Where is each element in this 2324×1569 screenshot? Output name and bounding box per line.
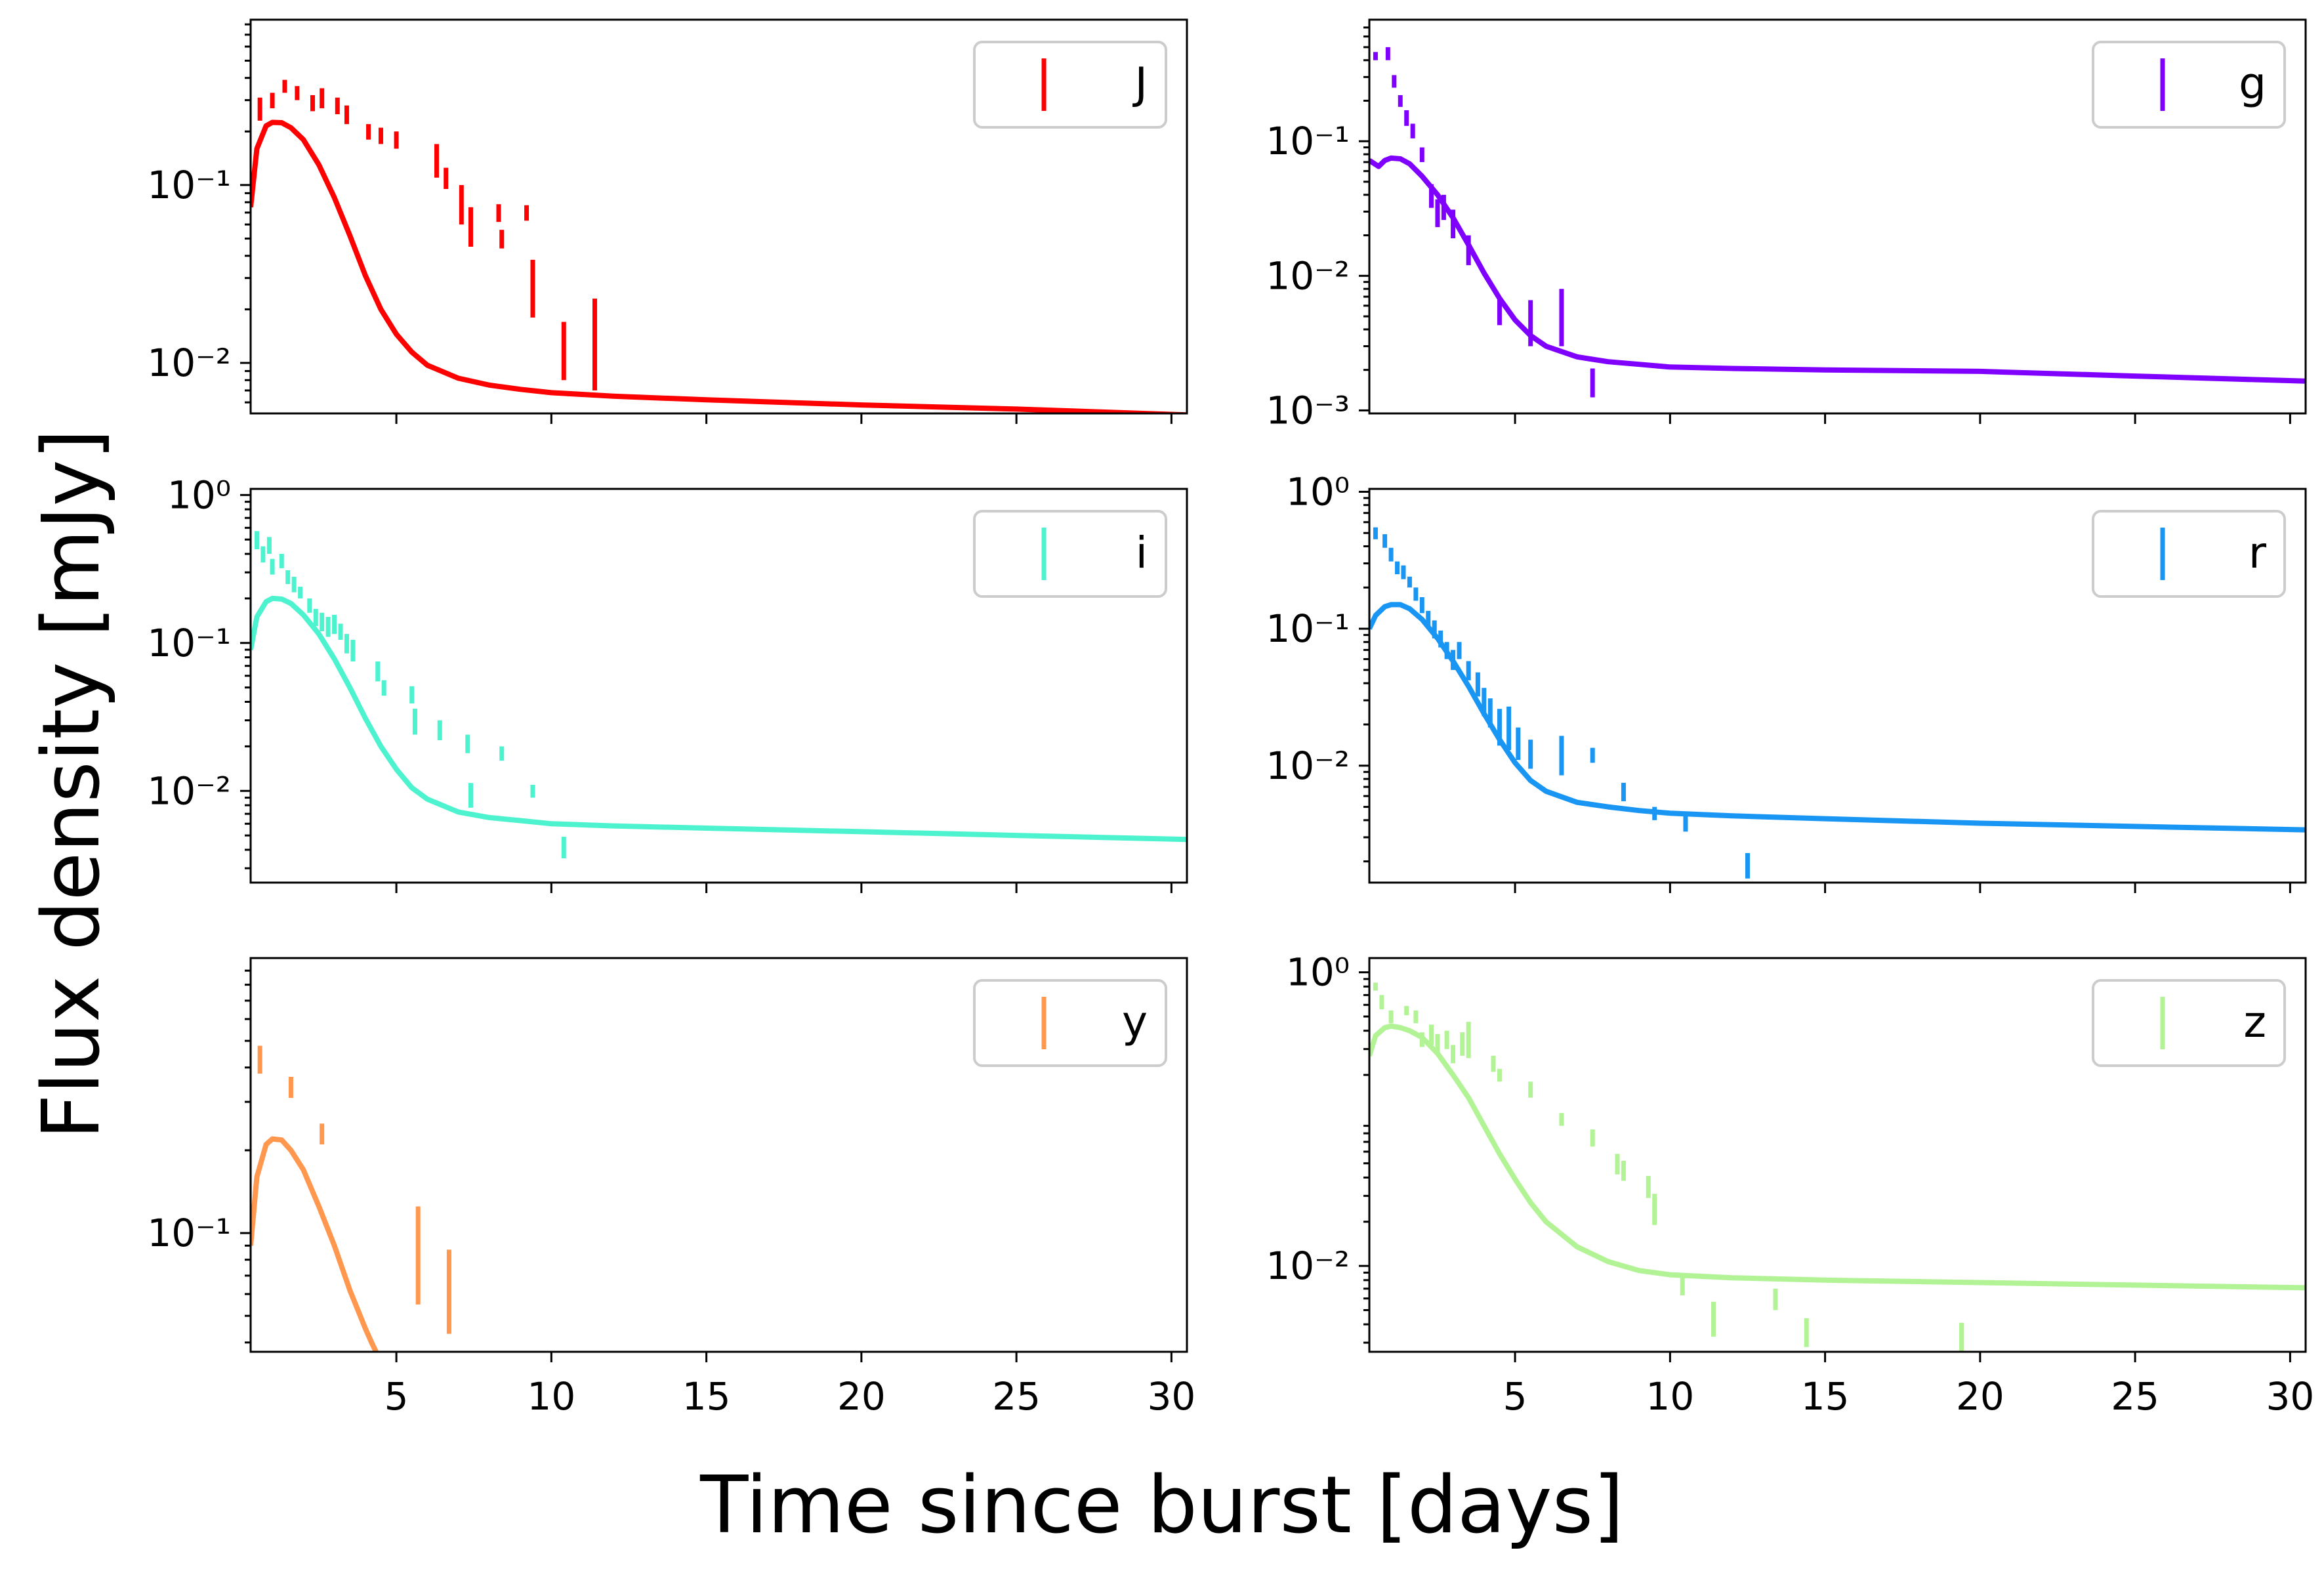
x-tick-label: 25 xyxy=(992,1374,1041,1419)
y-tick-label: 10⁻² xyxy=(147,768,231,813)
legend-label: z xyxy=(2243,997,2266,1047)
legend-i: i xyxy=(973,510,1167,598)
legend-r: r xyxy=(2092,510,2286,598)
axes-frame xyxy=(1368,957,2307,1353)
model-curve-i xyxy=(251,595,1187,843)
y-tick-label: 10⁰ xyxy=(1286,469,1350,514)
model-curve-z xyxy=(1369,1023,2306,1291)
legend-J: J xyxy=(973,41,1167,129)
y-tick-label: 10⁻² xyxy=(1266,253,1350,298)
x-tick-label: 5 xyxy=(1503,1374,1527,1419)
data-points-r xyxy=(1373,527,1750,879)
legend-z: z xyxy=(2092,979,2286,1067)
axes-frame xyxy=(249,488,1188,884)
x-tick-label: 10 xyxy=(527,1374,575,1419)
y-tick-label: 10⁻¹ xyxy=(1266,606,1350,651)
legend-box xyxy=(973,979,1167,1067)
legend-label: r xyxy=(2249,528,2267,578)
x-tick-label: 25 xyxy=(2111,1374,2159,1419)
axes-frame xyxy=(249,18,1188,415)
legend-box xyxy=(2092,41,2286,129)
x-tick-label: 15 xyxy=(682,1374,731,1419)
x-tick-label: 30 xyxy=(1147,1374,1195,1419)
panel-z: 10⁻² 10⁰ 5 10 15 20 25 30 z xyxy=(1266,950,2314,1419)
panel-i: 10⁻² 10⁻¹ 10⁰ i xyxy=(147,472,1188,893)
x-tick-label: 10 xyxy=(1646,1374,1694,1419)
y-tick-label: 10⁰ xyxy=(1286,950,1350,995)
y-tick-label: 10⁻¹ xyxy=(147,1211,231,1255)
legend-label: i xyxy=(1136,528,1148,578)
figure-xlabel: Time since burst [days] xyxy=(700,1460,1624,1551)
model-curve-J xyxy=(251,119,1187,413)
legend-label: g xyxy=(2239,58,2266,109)
panel-g: 10⁻³ 10⁻² 10⁻¹ g xyxy=(1266,18,2307,432)
x-tick-label: 20 xyxy=(837,1374,886,1419)
axes-frame xyxy=(1368,488,2307,884)
data-points-J xyxy=(257,79,597,391)
axes-frame xyxy=(1368,18,2307,415)
data-points-g xyxy=(1373,47,1595,398)
y-tick-label: 10⁻¹ xyxy=(1266,119,1350,163)
x-tick-label: 5 xyxy=(384,1374,409,1419)
legend-box xyxy=(2092,979,2286,1067)
y-tick-label: 10⁻¹ xyxy=(147,621,231,665)
legend-y: y xyxy=(973,979,1167,1067)
data-points-y xyxy=(257,1045,451,1334)
legend-box xyxy=(973,510,1167,598)
figure-ylabel: Flux density [mJy] xyxy=(26,429,117,1140)
axes-frame xyxy=(249,957,1188,1353)
model-curve-r xyxy=(1369,602,2306,833)
panel-r: 10⁻² 10⁻¹ 10⁰ r xyxy=(1266,469,2307,893)
legend-label: y xyxy=(1122,997,1148,1047)
y-tick-label: 10⁻³ xyxy=(1266,388,1350,432)
model-curve-y xyxy=(251,1136,379,1352)
legend-box xyxy=(2092,510,2286,598)
y-tick-label: 10⁻¹ xyxy=(147,163,231,207)
data-points-i xyxy=(254,531,566,859)
panel-J: 10⁻² 10⁻¹ J xyxy=(147,18,1188,424)
y-tick-label: 10⁻² xyxy=(147,341,231,385)
panel-y: 10⁻¹ 5 10 15 20 25 30 y xyxy=(147,957,1195,1419)
model-curve-g xyxy=(1369,155,2306,384)
y-tick-label: 10⁰ xyxy=(167,472,231,517)
y-tick-label: 10⁻² xyxy=(1266,1244,1350,1288)
y-tick-label: 10⁻² xyxy=(1266,743,1350,788)
legend-g: g xyxy=(2092,41,2286,129)
x-tick-label: 30 xyxy=(2266,1374,2314,1419)
x-tick-label: 20 xyxy=(1956,1374,2004,1419)
x-tick-label: 15 xyxy=(1801,1374,1850,1419)
legend-box xyxy=(973,41,1167,129)
data-points-z xyxy=(1373,982,1964,1352)
legend-label: J xyxy=(1132,58,1148,109)
